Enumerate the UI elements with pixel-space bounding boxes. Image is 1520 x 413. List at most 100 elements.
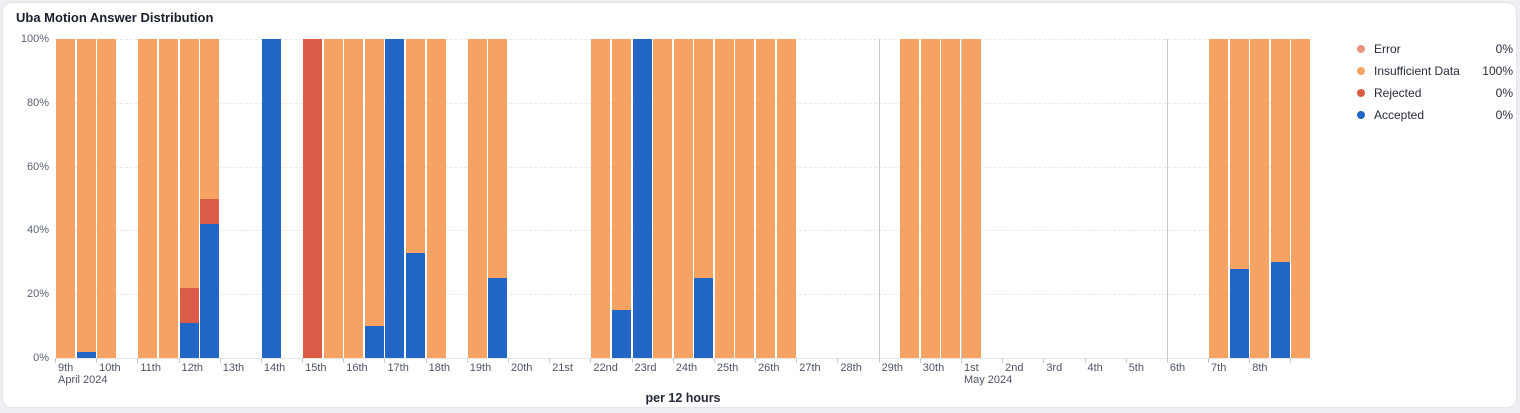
legend-label: Error	[1374, 42, 1401, 56]
x-axis-tick	[590, 358, 592, 363]
x-axis-tick	[96, 358, 98, 363]
bar[interactable]	[1291, 39, 1311, 358]
insufficient-segment	[364, 39, 384, 327]
x-axis-label: 21st	[552, 362, 573, 374]
insufficient-segment	[961, 39, 981, 358]
bar[interactable]	[200, 39, 220, 358]
insufficient-segment	[1291, 39, 1311, 358]
bar[interactable]	[344, 39, 364, 358]
x-axis-label: 16th	[346, 362, 368, 374]
x-axis-tick	[1166, 358, 1168, 363]
bar[interactable]	[1209, 39, 1229, 358]
x-axis-label: 4th	[1087, 362, 1103, 374]
bar[interactable]	[76, 39, 96, 358]
bar[interactable]	[694, 39, 714, 358]
x-axis-tick	[672, 358, 674, 363]
x-axis-label: 17th	[387, 362, 409, 374]
bar[interactable]	[591, 39, 611, 358]
bar[interactable]	[323, 39, 343, 358]
insufficient-segment	[941, 39, 961, 358]
x-axis-tick	[1290, 358, 1292, 363]
bar[interactable]	[632, 39, 652, 358]
x-axis-label: 24th	[675, 362, 698, 374]
y-axis-label: 0%	[33, 352, 49, 364]
x-axis-tick	[755, 358, 757, 363]
bar[interactable]	[653, 39, 673, 358]
bar[interactable]	[735, 39, 755, 358]
insufficient-segment	[323, 39, 343, 358]
insufficient-segment	[694, 39, 714, 279]
x-axis-tick	[343, 358, 345, 363]
bar[interactable]	[756, 39, 776, 358]
legend-item-rejected[interactable]: Rejected 0%	[1357, 82, 1513, 104]
bar[interactable]	[158, 39, 178, 358]
bar[interactable]	[97, 39, 117, 358]
bar[interactable]	[1250, 39, 1270, 358]
bar[interactable]	[488, 39, 508, 358]
accepted-segment	[200, 224, 220, 358]
legend-label: Accepted	[1374, 108, 1425, 122]
bar[interactable]	[714, 39, 734, 358]
insufficient-data-color-dot	[1357, 67, 1365, 75]
bar[interactable]	[364, 39, 384, 358]
insufficient-segment	[653, 39, 673, 358]
legend-value: 0%	[1495, 86, 1513, 100]
insufficient-segment	[138, 39, 158, 358]
x-axis-label: 5th	[1128, 362, 1144, 374]
x-axis-tick	[1125, 358, 1127, 363]
x-axis-label: 18th	[428, 362, 451, 374]
x-axis-tick	[55, 358, 56, 363]
bar[interactable]	[426, 39, 446, 358]
insufficient-segment	[158, 39, 178, 358]
x-axis-tick	[1208, 358, 1210, 363]
bar[interactable]	[467, 39, 487, 358]
x-axis-title: per 12 hours	[645, 391, 721, 405]
x-axis-label: 14th	[263, 362, 286, 374]
bar[interactable]	[920, 39, 940, 358]
x-axis-tick	[425, 358, 427, 363]
x-axis-label: 22nd	[593, 362, 618, 374]
x-axis-label: 29th	[881, 362, 904, 374]
legend-item-error[interactable]: Error 0%	[1357, 38, 1513, 60]
accepted-color-dot	[1357, 111, 1365, 119]
accepted-segment	[632, 39, 652, 358]
bar[interactable]	[138, 39, 158, 358]
bar[interactable]	[900, 39, 920, 358]
bar[interactable]	[1270, 39, 1290, 358]
x-axis-tick	[137, 358, 139, 363]
x-axis-month-label: May 2024	[963, 374, 1013, 386]
insufficient-segment	[97, 39, 117, 358]
x-axis-tick	[178, 358, 180, 363]
accepted-segment	[385, 39, 405, 358]
bar[interactable]	[776, 39, 796, 358]
bar[interactable]	[673, 39, 693, 358]
bar[interactable]	[406, 39, 426, 358]
y-axis-label: 40%	[26, 224, 49, 237]
legend-item-insufficient-data[interactable]: Insufficient Data 100%	[1357, 60, 1513, 82]
bar[interactable]	[961, 39, 981, 358]
legend: Error 0% Insufficient Data 100% Rejected…	[1357, 38, 1513, 126]
insufficient-segment	[1270, 39, 1290, 263]
accepted-segment	[611, 310, 631, 358]
bar[interactable]	[56, 39, 75, 358]
legend-label: Rejected	[1374, 86, 1422, 100]
x-axis-tick	[713, 358, 715, 363]
bar[interactable]	[179, 39, 199, 358]
rejected-segment	[200, 198, 220, 225]
bar[interactable]	[385, 39, 405, 358]
accepted-segment	[406, 252, 426, 358]
x-axis-tick	[302, 358, 304, 363]
x-axis-label: 11th	[140, 362, 161, 374]
legend-item-accepted[interactable]: Accepted 0%	[1357, 104, 1513, 126]
bar[interactable]	[303, 39, 323, 358]
x-axis-label: 10th	[99, 362, 121, 374]
x-axis-label: 12th	[181, 362, 203, 374]
bar[interactable]	[1229, 39, 1249, 358]
bar[interactable]	[611, 39, 631, 358]
x-axis-label: 2nd	[1005, 362, 1024, 374]
bar[interactable]	[261, 39, 281, 358]
x-axis-tick	[837, 358, 839, 363]
bar[interactable]	[941, 39, 961, 358]
insufficient-segment	[200, 39, 220, 199]
x-axis-tick	[1043, 358, 1045, 363]
